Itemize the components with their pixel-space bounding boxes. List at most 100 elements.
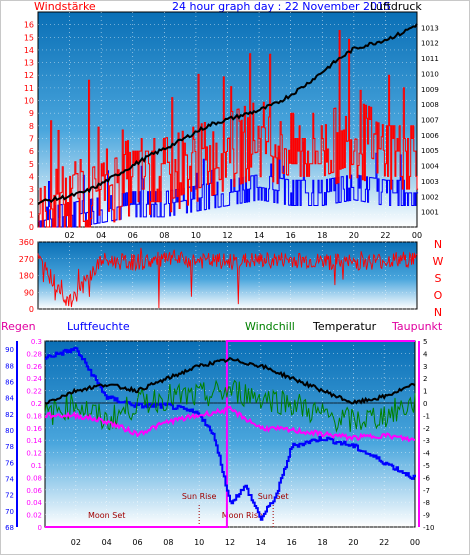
pressure-tick-label: 1010	[421, 70, 439, 78]
x-tick-label: 02	[71, 538, 81, 547]
x-tick-label: 14	[254, 231, 264, 240]
temp-tick-label: 1	[423, 388, 427, 396]
wind-direction-plot	[37, 241, 418, 310]
temp-tick-label: -6	[423, 474, 431, 482]
x-tick-label: 10	[191, 231, 201, 240]
x-tick-label: 08	[159, 231, 169, 240]
pressure-tick-label: 1011	[421, 55, 439, 63]
windchill-series	[44, 379, 416, 433]
rain-tick-label: 0.06	[26, 487, 42, 495]
rain-tick-label: 0.3	[31, 338, 42, 346]
x-tick-label: 16	[287, 538, 297, 547]
wind-speed-series	[38, 30, 419, 228]
legend-temperatur: Temperatur	[313, 320, 377, 333]
legend-taupunkt: Taupunkt	[392, 320, 443, 333]
wind-tick-label: 16	[24, 21, 34, 30]
temp-tick-label: -5	[423, 462, 430, 470]
direction-tick-label: 0	[29, 305, 34, 314]
wind-tick-label: 7	[29, 134, 34, 143]
temp-tick-label: 2	[423, 375, 427, 383]
temp-tick-label: -1	[423, 412, 430, 420]
pressure-series	[37, 23, 418, 205]
humidity-tick-label: 72	[5, 492, 14, 500]
temp-tick-label: -4	[423, 450, 431, 458]
rain-tick-label: 0.08	[26, 474, 42, 482]
pressure-tick-label: 1013	[421, 24, 439, 32]
humidity-tick-label: 86	[5, 378, 14, 386]
temperature-series	[44, 356, 416, 405]
humidity-tick-label: 74	[5, 475, 14, 483]
x-tick-label: 22	[380, 231, 390, 240]
x-tick-label: 08	[163, 538, 173, 547]
temp-tick-label: 0	[423, 400, 427, 408]
pressure-tick-label: 1004	[421, 163, 439, 171]
x-tick-label: 16	[286, 231, 296, 240]
compass-label: N	[434, 306, 442, 319]
x-tick-label: 04	[102, 538, 112, 547]
temp-tick-label: -9	[423, 512, 430, 520]
rain-tick-label: 0.12	[26, 450, 42, 458]
rain-tick-label: 0.04	[26, 499, 42, 507]
x-tick-label: 14	[256, 538, 266, 547]
temp-tick-label: -10	[423, 524, 434, 532]
temp-tick-label: -7	[423, 487, 430, 495]
wind-direction-series	[37, 247, 418, 309]
compass-label: O	[434, 289, 443, 302]
humidity-tick-label: 70	[5, 508, 14, 516]
wind-axis-title: Windstärke	[34, 0, 96, 13]
astro-annotation: Moon Set	[88, 511, 125, 520]
pressure-tick-label: 1006	[421, 132, 439, 140]
wind-tick-label: 13	[24, 59, 34, 68]
humidity-tick-label: 90	[5, 346, 14, 354]
compass-label: N	[434, 238, 442, 251]
x-tick-label: 20	[349, 231, 359, 240]
wind-tick-label: 11	[24, 84, 34, 93]
direction-tick-label: 90	[24, 288, 34, 297]
pressure-tick-label: 1005	[421, 147, 439, 155]
temp-tick-label: 5	[423, 338, 427, 346]
direction-tick-label: 270	[19, 255, 34, 264]
wind-tick-label: 3	[29, 185, 34, 194]
rain-tick-label: 0.22	[26, 388, 42, 396]
compass-label: W	[433, 255, 444, 268]
x-tick-label: 18	[317, 231, 327, 240]
temp-tick-label: -2	[423, 425, 430, 433]
legend-windchill: Windchill	[245, 320, 295, 333]
humidity-tick-label: 84	[5, 395, 14, 403]
direction-tick-label: 360	[19, 238, 34, 247]
temp-tick-label: -8	[423, 499, 430, 507]
direction-tick-label: 180	[19, 272, 34, 281]
x-tick-label: 20	[348, 538, 358, 547]
temp-tick-label: 3	[423, 363, 427, 371]
rain-tick-label: 0	[38, 524, 42, 532]
rain-tick-label: 0.26	[26, 363, 42, 371]
chart-title: 24 hour graph day : 22 November 2015	[172, 0, 392, 13]
rain-tick-label: 0.1	[31, 462, 42, 470]
rain-tick-label: 0.2	[31, 400, 42, 408]
astro-annotation: Sun Set	[258, 492, 289, 501]
x-tick-label: 12	[222, 231, 232, 240]
humidity-tick-label: 78	[5, 443, 14, 451]
wind-tick-label: 1	[29, 210, 34, 219]
x-tick-label: 06	[128, 231, 138, 240]
x-tick-label: 00	[412, 231, 422, 240]
x-tick-label: 10	[194, 538, 204, 547]
legend-regen: Regen	[1, 320, 36, 333]
humidity-tick-label: 82	[5, 411, 14, 419]
rain-tick-label: 0.16	[26, 425, 42, 433]
temp-tick-label: -3	[423, 437, 430, 445]
rain-tick-label: 0.24	[26, 375, 42, 383]
x-tick-label: 02	[64, 231, 74, 240]
wind-tick-label: 8	[29, 122, 34, 131]
wind-tick-label: 12	[24, 71, 34, 80]
astro-annotation: Sun Rise	[182, 492, 217, 501]
x-tick-label: 22	[379, 538, 389, 547]
humidity-tick-label: 80	[5, 427, 14, 435]
rain-series	[45, 340, 415, 528]
rain-tick-label: 0.14	[26, 437, 42, 445]
pressure-tick-label: 1002	[421, 193, 439, 201]
wind-tick-label: 2	[29, 198, 34, 207]
pressure-tick-label: 1007	[421, 117, 439, 125]
wind-tick-label: 15	[24, 33, 34, 42]
